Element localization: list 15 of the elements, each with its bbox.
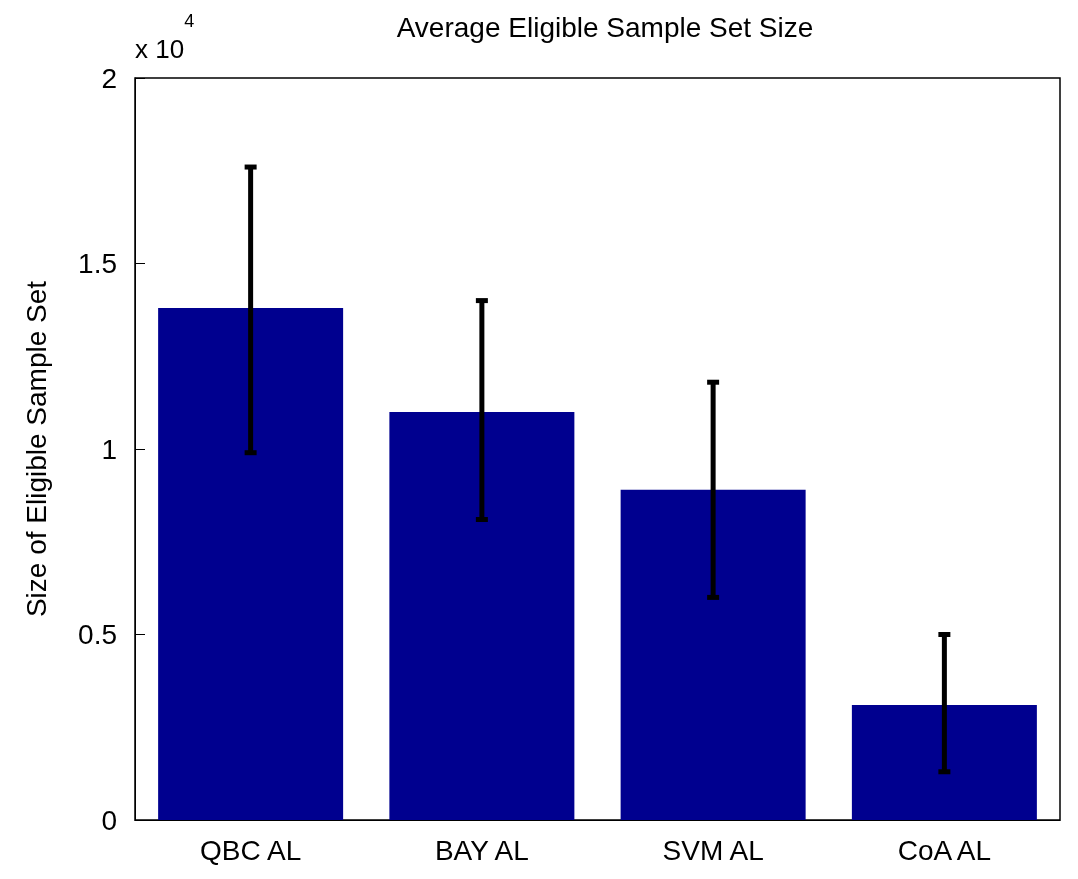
y-tick-label: 1.5 (78, 248, 117, 279)
y-tick-label: 0 (101, 804, 117, 836)
y-tick-label: 1 (101, 433, 117, 465)
bar (620, 489, 806, 820)
bar (158, 308, 344, 820)
bar (389, 411, 575, 820)
chart-title: Average Eligible Sample Set Size (396, 11, 814, 43)
x-tick-label: BAY AL (434, 834, 529, 866)
y-tick-label: 2 (101, 62, 117, 94)
x-tick-label: QBC AL (200, 834, 302, 866)
y-axis-title: Size of Eligible Sample Set (20, 280, 52, 618)
x-tick-label: SVM AL (662, 834, 764, 866)
x-tick-label: CoA AL (897, 834, 992, 866)
text: x 104 (135, 11, 195, 64)
y-tick-label: 0.5 (78, 619, 117, 650)
